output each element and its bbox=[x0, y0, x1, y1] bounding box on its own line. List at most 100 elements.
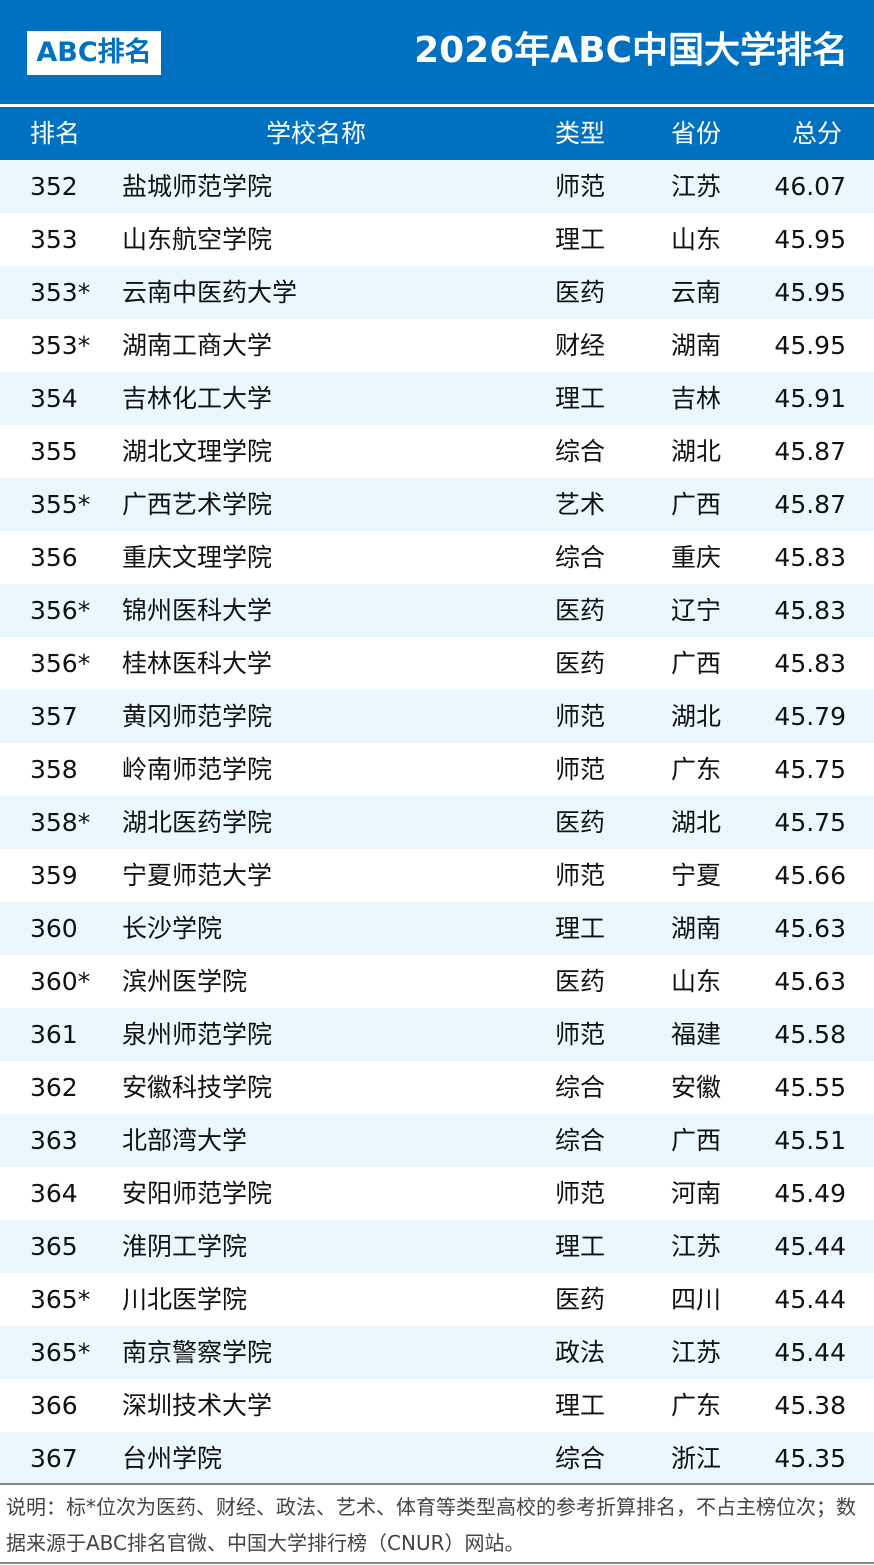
school-name: 安徽科技学院 bbox=[122, 1073, 273, 1102]
type: 理工 bbox=[555, 914, 606, 943]
rank: 355 bbox=[30, 437, 78, 466]
school-name: 安阳师范学院 bbox=[122, 1179, 273, 1208]
table-row: 360 长沙学院 理工 湖南 45.63 bbox=[0, 902, 874, 955]
score: 45.38 bbox=[774, 1391, 846, 1420]
score: 46.07 bbox=[774, 172, 846, 201]
province: 吉林 bbox=[671, 384, 722, 413]
rank: 362 bbox=[30, 1073, 78, 1102]
rank: 353 bbox=[30, 225, 78, 254]
type: 医药 bbox=[555, 278, 606, 307]
province: 云南 bbox=[671, 278, 722, 307]
province: 重庆 bbox=[671, 543, 722, 572]
rank: 361 bbox=[30, 1020, 78, 1049]
school-name: 黄冈师范学院 bbox=[122, 702, 273, 731]
type: 艺术 bbox=[555, 490, 606, 519]
score: 45.87 bbox=[774, 490, 846, 519]
score: 45.75 bbox=[774, 808, 846, 837]
score: 45.95 bbox=[774, 225, 846, 254]
province: 福建 bbox=[671, 1020, 722, 1049]
score: 45.87 bbox=[774, 437, 846, 466]
divider bbox=[0, 1483, 874, 1485]
province: 广西 bbox=[671, 649, 722, 678]
table-row: 360* 滨州医学院 医药 山东 45.63 bbox=[0, 955, 874, 1008]
province: 安徽 bbox=[671, 1073, 722, 1102]
type: 师范 bbox=[555, 1020, 606, 1049]
rank: 353* bbox=[30, 278, 91, 307]
rank: 353* bbox=[30, 331, 91, 360]
type: 政法 bbox=[555, 1338, 606, 1367]
school-name: 广西艺术学院 bbox=[122, 490, 273, 519]
school-name: 山东航空学院 bbox=[122, 225, 273, 254]
score: 45.44 bbox=[774, 1232, 846, 1261]
table-row: 357 黄冈师范学院 师范 湖北 45.79 bbox=[0, 690, 874, 743]
score: 45.35 bbox=[774, 1444, 846, 1473]
title-banner: ABC排名 2026年ABC中国大学排名 bbox=[0, 0, 874, 104]
type: 师范 bbox=[555, 1179, 606, 1208]
table-header: 排名 学校名称 类型 省份 总分 bbox=[0, 107, 874, 160]
type: 理工 bbox=[555, 1391, 606, 1420]
rank: 365* bbox=[30, 1338, 91, 1367]
school-name: 桂林医科大学 bbox=[122, 649, 273, 678]
province: 辽宁 bbox=[671, 596, 722, 625]
type: 医药 bbox=[555, 808, 606, 837]
table-row: 355 湖北文理学院 综合 湖北 45.87 bbox=[0, 425, 874, 478]
rank: 363 bbox=[30, 1126, 78, 1155]
rank: 356* bbox=[30, 596, 91, 625]
province: 江苏 bbox=[671, 172, 722, 201]
school-name: 云南中医药大学 bbox=[122, 278, 298, 307]
school-name: 长沙学院 bbox=[122, 914, 223, 943]
table-row: 367 台州学院 综合 浙江 45.35 bbox=[0, 1432, 874, 1485]
province: 山东 bbox=[671, 225, 722, 254]
table-row: 364 安阳师范学院 师范 河南 45.49 bbox=[0, 1167, 874, 1220]
school-name: 锦州医科大学 bbox=[122, 596, 273, 625]
type: 师范 bbox=[555, 755, 606, 784]
school-name: 滨州医学院 bbox=[122, 967, 248, 996]
table-row: 358* 湖北医药学院 医药 湖北 45.75 bbox=[0, 796, 874, 849]
school-name: 南京警察学院 bbox=[122, 1338, 273, 1367]
score: 45.66 bbox=[774, 861, 846, 890]
school-name: 川北医学院 bbox=[122, 1285, 248, 1314]
province: 山东 bbox=[671, 967, 722, 996]
province: 湖北 bbox=[671, 808, 722, 837]
table-row: 366 深圳技术大学 理工 广东 45.38 bbox=[0, 1379, 874, 1432]
rank: 364 bbox=[30, 1179, 78, 1208]
score: 45.83 bbox=[774, 543, 846, 572]
table-row: 361 泉州师范学院 师范 福建 45.58 bbox=[0, 1008, 874, 1061]
table-row: 365* 南京警察学院 政法 江苏 45.44 bbox=[0, 1326, 874, 1379]
table-row: 356* 锦州医科大学 医药 辽宁 45.83 bbox=[0, 584, 874, 637]
table-row: 359 宁夏师范大学 师范 宁夏 45.66 bbox=[0, 849, 874, 902]
col-score: 总分 bbox=[791, 119, 842, 148]
score: 45.79 bbox=[774, 702, 846, 731]
rank: 357 bbox=[30, 702, 78, 731]
table-row: 353* 云南中医药大学 医药 云南 45.95 bbox=[0, 266, 874, 319]
divider bbox=[0, 1562, 874, 1564]
type: 理工 bbox=[555, 225, 606, 254]
school-name: 宁夏师范大学 bbox=[122, 861, 273, 890]
school-name: 湖北文理学院 bbox=[122, 437, 273, 466]
table-row: 356 重庆文理学院 综合 重庆 45.83 bbox=[0, 531, 874, 584]
school-name: 岭南师范学院 bbox=[122, 755, 273, 784]
score: 45.95 bbox=[774, 331, 846, 360]
logo: ABC排名 bbox=[27, 31, 161, 75]
rank: 360 bbox=[30, 914, 78, 943]
province: 江苏 bbox=[671, 1338, 722, 1367]
rank: 366 bbox=[30, 1391, 78, 1420]
type: 综合 bbox=[555, 1073, 606, 1102]
rank: 354 bbox=[30, 384, 78, 413]
type: 医药 bbox=[555, 1285, 606, 1314]
school-name: 湖南工商大学 bbox=[122, 331, 273, 360]
province: 广西 bbox=[671, 1126, 722, 1155]
school-name: 盐城师范学院 bbox=[122, 172, 273, 201]
rank: 358 bbox=[30, 755, 78, 784]
rank: 355* bbox=[30, 490, 91, 519]
table-row: 353* 湖南工商大学 财经 湖南 45.95 bbox=[0, 319, 874, 372]
province: 宁夏 bbox=[671, 861, 722, 890]
school-name: 深圳技术大学 bbox=[122, 1391, 273, 1420]
type: 综合 bbox=[555, 1444, 606, 1473]
score: 45.51 bbox=[774, 1126, 846, 1155]
score: 45.95 bbox=[774, 278, 846, 307]
col-name: 学校名称 bbox=[266, 119, 367, 148]
province: 湖北 bbox=[671, 437, 722, 466]
province: 浙江 bbox=[671, 1444, 722, 1473]
rank: 360* bbox=[30, 967, 91, 996]
